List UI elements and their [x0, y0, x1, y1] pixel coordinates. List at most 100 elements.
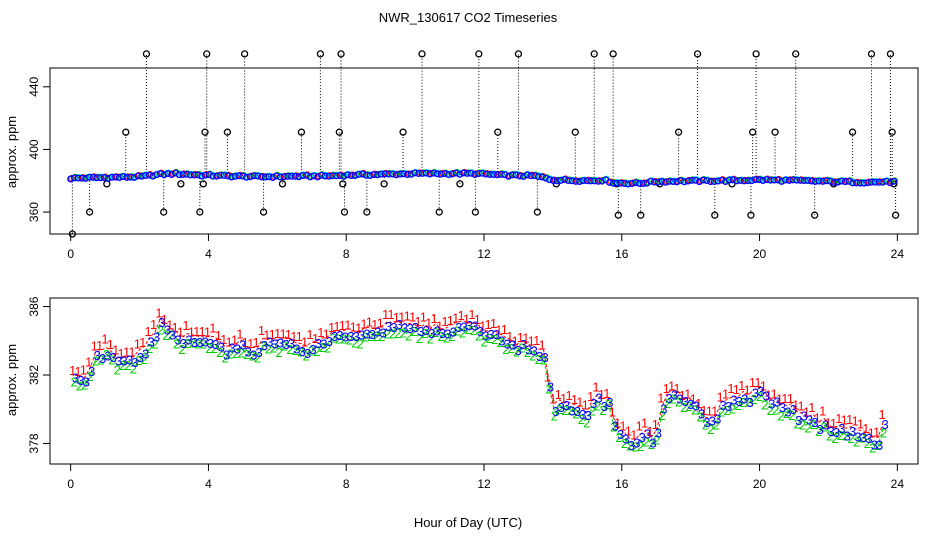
mean-point: [171, 169, 179, 177]
mean-point: [254, 172, 262, 180]
mean-point: [781, 176, 789, 184]
series-1-point: 1: [495, 323, 502, 338]
series-3-point: 3: [854, 430, 861, 445]
series-1-point: 1: [382, 307, 389, 322]
mean-point: [658, 177, 666, 185]
minute-point: [375, 170, 382, 177]
series-2-point: 2: [497, 335, 504, 350]
spike-point: [335, 128, 343, 136]
top-x-tick-label: 24: [891, 247, 905, 261]
series-3-point: 3: [299, 344, 306, 359]
mean-point: [89, 173, 97, 181]
series-3-point: 3: [293, 342, 300, 357]
series-3-point: 3: [838, 421, 845, 436]
series-3-point: 3: [450, 325, 457, 340]
series-1-point: 1: [851, 414, 858, 429]
series-1-point: 1: [808, 400, 815, 415]
series-3-point: 3: [153, 329, 160, 344]
minute-point: [835, 178, 842, 185]
series-2-point: 2: [254, 350, 261, 365]
series-2-point: 2: [135, 353, 142, 368]
series-1-point: 1: [771, 386, 778, 401]
mean-point: [613, 179, 621, 187]
mean-point: [650, 178, 658, 186]
spike-point: [811, 211, 819, 219]
series-3-point: 3: [482, 328, 489, 343]
series-1-point: 1: [290, 329, 297, 344]
spike-point: [339, 180, 347, 188]
series-1-point: 1: [172, 320, 179, 335]
series-1-point: 1: [193, 324, 200, 339]
mean-point: [250, 172, 258, 180]
series-3-point: 3: [99, 351, 106, 366]
minute-point: [117, 173, 124, 180]
series-1-point: 1: [522, 331, 529, 346]
series-2-point: 2: [222, 350, 229, 365]
series-2-point: 2: [637, 439, 644, 454]
series-3-point: 3: [547, 379, 554, 394]
series-1-point: 1: [868, 425, 875, 440]
mean-point: [512, 171, 520, 179]
series-2-point: 2: [616, 430, 623, 445]
spike-point: [199, 180, 207, 188]
series-2-point: 2: [173, 336, 180, 351]
series-3-point: 3: [509, 337, 516, 352]
series-1-point: 1: [139, 335, 146, 350]
series-3-point: 3: [682, 394, 689, 409]
series-3-point: 3: [471, 318, 478, 333]
series-3-point: 3: [434, 324, 441, 339]
series-3-point: 3: [730, 393, 737, 408]
series-1-point: 1: [587, 389, 594, 404]
spike-point: [711, 211, 719, 219]
series-2-point: 2: [119, 358, 126, 373]
minute-point: [472, 170, 479, 177]
minute-point: [68, 174, 75, 182]
spike-point: [196, 208, 204, 216]
spike-point: [363, 208, 371, 216]
series-3-point: 3: [671, 388, 678, 403]
spike-point: [399, 128, 407, 136]
mean-point: [388, 170, 396, 178]
series-1-point: 1: [441, 314, 448, 329]
series-2-point: 2: [524, 345, 531, 360]
series-3-point: 3: [142, 346, 149, 361]
series-2-point: 2: [826, 429, 833, 444]
minute-point: [199, 171, 206, 179]
spike-point: [177, 180, 185, 188]
series-1-point: 1: [857, 416, 864, 431]
series-2-point: 2: [394, 326, 401, 341]
mean-point: [845, 177, 853, 185]
minute-point: [394, 170, 401, 177]
series-1-point: 1: [609, 405, 616, 420]
series-3-point: 3: [703, 415, 710, 430]
series-3-point: 3: [191, 335, 198, 350]
series-1-point: 1: [118, 346, 125, 361]
mean-point: [497, 170, 505, 178]
mean-point: [317, 171, 325, 179]
series-1-point: 1: [258, 323, 265, 338]
mean-point: [478, 169, 486, 177]
mean-point: [149, 172, 157, 180]
series-1-point: 1: [549, 392, 556, 407]
minute-point: [558, 176, 565, 183]
series-1-point: 1: [468, 307, 475, 322]
series-2-point: 2: [632, 439, 639, 454]
series-2-point: 2: [572, 406, 579, 421]
series-3-point: 3: [784, 404, 791, 419]
series-2-point: 2: [443, 331, 450, 346]
spike-point: [637, 211, 645, 219]
series-3-point: 3: [255, 345, 262, 360]
series-3-point: 3: [326, 334, 333, 349]
series-2-point: 2: [114, 363, 121, 378]
series-3-point: 3: [110, 350, 117, 365]
series-3-point: 3: [234, 341, 241, 356]
series-3-point: 3: [380, 325, 387, 340]
series-2-point: 2: [594, 399, 601, 414]
series-3-point: 3: [541, 350, 548, 365]
mean-point: [669, 178, 677, 186]
series-2-point: 2: [168, 328, 175, 343]
series-3-point: 3: [871, 437, 878, 452]
mean-point: [224, 172, 232, 180]
series-3-point: 3: [342, 330, 349, 345]
series-3-point: 3: [315, 336, 322, 351]
